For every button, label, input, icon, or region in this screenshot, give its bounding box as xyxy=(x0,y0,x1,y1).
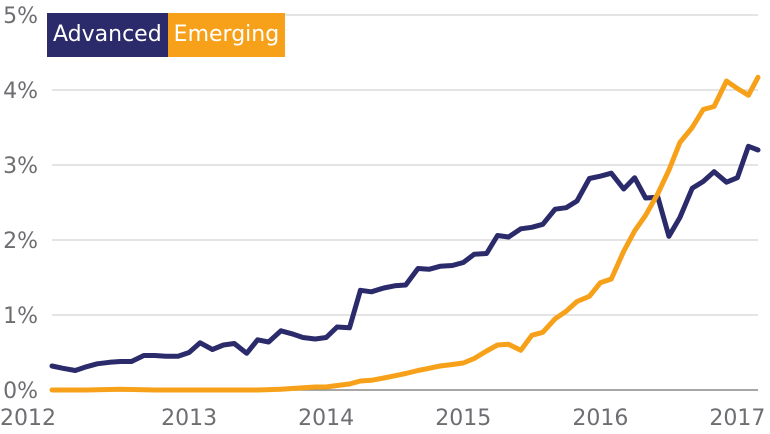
x-tick-label: 2012 xyxy=(0,406,56,431)
y-tick-label: 5% xyxy=(3,4,38,29)
y-tick-label: 4% xyxy=(3,79,38,104)
y-axis: 0% 1% 2% 3% 4% 5% xyxy=(3,4,38,404)
legend: Advanced Emerging xyxy=(47,13,286,57)
x-tick-label: 2015 xyxy=(435,406,491,431)
x-axis: 2012 2013 2014 2015 2016 2017 xyxy=(0,406,765,431)
legend-item-advanced: Advanced xyxy=(47,13,168,57)
y-tick-label: 1% xyxy=(3,304,38,329)
y-tick-label: 0% xyxy=(3,379,38,404)
series-line-emerging xyxy=(49,74,761,393)
x-tick-label: 2013 xyxy=(161,406,217,431)
x-tick-label: 2017 xyxy=(709,406,765,431)
series-line-advanced xyxy=(49,143,761,373)
x-tick-label: 2016 xyxy=(572,406,628,431)
legend-item-emerging: Emerging xyxy=(167,13,286,57)
y-tick-label: 3% xyxy=(3,154,38,179)
x-tick-label: 2014 xyxy=(298,406,354,431)
y-tick-label: 2% xyxy=(3,229,38,254)
series-group xyxy=(49,74,761,393)
